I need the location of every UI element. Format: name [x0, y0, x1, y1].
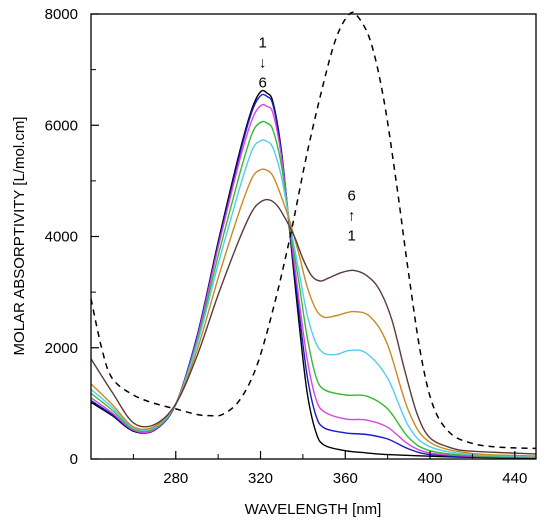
y-tick-label: 8000	[45, 6, 78, 23]
annotation-2-line-3: 1	[347, 227, 355, 244]
annotation-2-line-1: 6	[347, 187, 355, 204]
series-line-7	[90, 198, 537, 455]
y-tick-label: 4000	[45, 229, 78, 246]
y-axis-label: MOLAR ABSORPTIVITY [L/mol.cm]	[11, 117, 28, 356]
x-tick-label: 280	[163, 470, 188, 487]
x-tick-label: 320	[248, 470, 273, 487]
annotation-2-line-2: ↑	[348, 207, 356, 224]
x-tick-label: 440	[502, 470, 527, 487]
x-tick-label: 400	[418, 470, 443, 487]
series-line-2	[90, 93, 537, 459]
y-tick-label: 6000	[45, 117, 78, 134]
labels-layer: 280 320 360 400 440 0 2000 4000 6000 8000	[45, 6, 528, 487]
annotation-1-line-2: ↓	[259, 54, 267, 71]
y-tick-label: 2000	[45, 340, 78, 357]
series-line-8	[90, 11, 537, 450]
annotation-layer: 1 ↓ 6 6 ↑ 1	[258, 34, 355, 244]
x-tick-label: 360	[333, 470, 358, 487]
x-axis-label: WAVELENGTH [nm]	[245, 501, 382, 518]
y-tick-label: 0	[70, 451, 78, 468]
annotation-1-line-3: 6	[258, 74, 266, 91]
ticks-layer	[91, 13, 516, 460]
series-line-6	[90, 168, 537, 457]
annotation-1-line-1: 1	[258, 34, 266, 51]
series-layer	[90, 11, 537, 459]
series-line-1	[90, 89, 537, 459]
